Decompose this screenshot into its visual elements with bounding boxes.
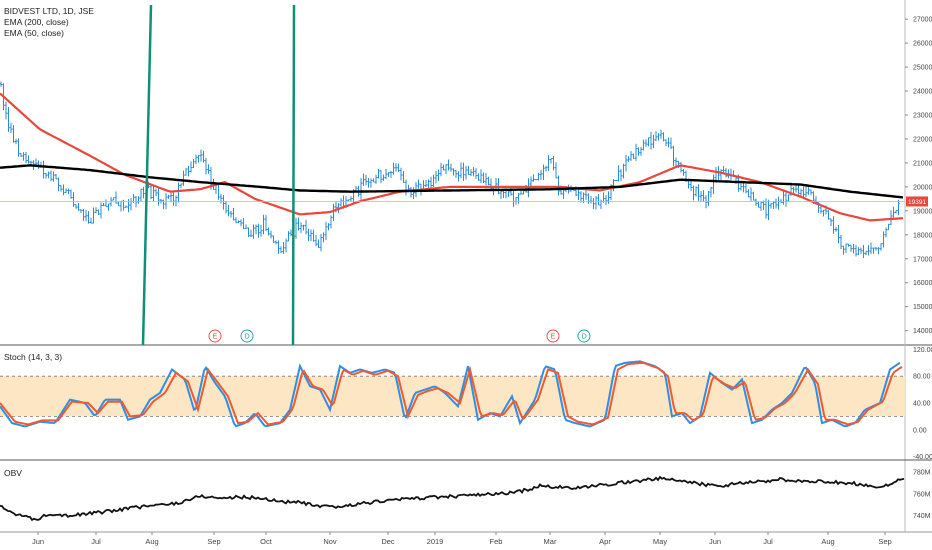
time-tick-label: Nov <box>323 537 337 546</box>
last-price-label: 19391 <box>908 199 926 206</box>
price-legend: BIDVEST LTD, 1D, JSE EMA (200, close) EM… <box>4 6 94 39</box>
vertical-trend-line <box>291 4 296 346</box>
price-tick-label: 26000 <box>913 41 932 48</box>
time-tick-label: Sep <box>878 537 891 546</box>
price-tick-label: 17000 <box>913 256 932 263</box>
time-tick-label: Aug <box>145 537 158 546</box>
stoch-legend[interactable]: Stoch (14, 3, 3) <box>4 352 63 362</box>
price-tick-label: 27000 <box>913 17 932 24</box>
time-tick-label: Mar <box>544 537 557 546</box>
earnings-marker <box>546 329 560 343</box>
ema50-legend[interactable]: EMA (50, close) <box>4 28 64 38</box>
price-tick-label: 15000 <box>913 304 932 311</box>
earnings-marker <box>208 329 222 343</box>
dividend-marker <box>240 329 254 343</box>
stoch-d-line <box>0 361 903 426</box>
stoch-tick-label: -40.00 <box>913 454 932 461</box>
time-tick-label: 2019 <box>427 537 444 546</box>
earnings-marker-label: E <box>551 334 556 341</box>
time-tick-label: Apr <box>599 537 611 546</box>
obv-line <box>0 475 905 522</box>
obv-pane[interactable]: 780M 760M 740M <box>0 469 932 533</box>
dividend-marker-label: D <box>582 334 587 341</box>
price-tick-label: 16000 <box>913 280 932 287</box>
price-tick-label: 24000 <box>913 89 932 96</box>
time-tick-label: Aug <box>821 537 834 546</box>
stoch-tick-label: 0.00 <box>913 427 927 434</box>
stoch-tick-label: 40.00 <box>913 401 931 408</box>
stoch-k-line <box>0 360 901 428</box>
time-tick-label: Jul <box>91 537 101 546</box>
price-tick-label: 18000 <box>913 232 932 239</box>
ema200-legend[interactable]: EMA (200, close) <box>4 17 69 27</box>
price-tick-label: 23000 <box>913 113 932 120</box>
obv-tick-label: 740M <box>913 513 931 520</box>
stochastic-pane[interactable]: 120.00 80.00 40.00 0.00 -40.00 <box>0 347 932 461</box>
stoch-tick-label: 80.00 <box>913 374 931 381</box>
price-pane[interactable]: 14000 15000 16000 17000 18000 19000 20000 21000… <box>0 0 932 532</box>
price-tick-label: 25000 <box>913 65 932 72</box>
time-tick-label: Jul <box>763 537 773 546</box>
ema50-line <box>0 92 904 222</box>
price-tick-label: 20000 <box>913 184 932 191</box>
price-tick-label: 14000 <box>913 328 932 335</box>
obv-tick-label: 780M <box>913 469 931 476</box>
price-tick-label: 21000 <box>913 160 932 167</box>
time-tick-label: Oct <box>260 537 273 546</box>
price-tick-label: 22000 <box>913 136 932 143</box>
dividend-marker <box>577 329 591 343</box>
vertical-trend-line <box>141 4 153 346</box>
price-tick-label: 19000 <box>913 208 932 215</box>
time-tick-label: Jun <box>32 537 44 546</box>
last-price-tag <box>906 196 928 207</box>
stoch-tick-label: 120.00 <box>913 347 932 354</box>
time-tick-label: Feb <box>490 537 503 546</box>
time-axis[interactable]: Jun Jul Aug Sep Oct Nov Dec 2019 Feb Mar Apr May Jun… <box>32 532 892 546</box>
obv-legend[interactable]: OBV <box>4 468 22 478</box>
ema200-line <box>0 164 904 199</box>
time-tick-label: May <box>653 537 667 546</box>
symbol-title[interactable]: BIDVEST LTD, 1D, JSE <box>4 6 94 16</box>
earnings-marker-label: E <box>213 334 218 341</box>
time-tick-label: Dec <box>381 537 395 546</box>
time-tick-label: Sep <box>207 537 220 546</box>
dividend-marker-label: D <box>245 334 250 341</box>
time-tick-label: Jun <box>709 537 721 546</box>
obv-tick-label: 760M <box>913 491 931 498</box>
